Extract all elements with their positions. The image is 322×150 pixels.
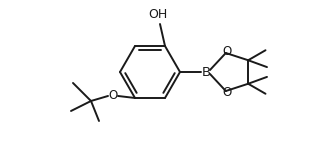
- Text: O: O: [222, 45, 232, 58]
- Text: B: B: [202, 66, 211, 78]
- Text: OH: OH: [148, 8, 168, 21]
- Text: O: O: [109, 90, 118, 102]
- Text: O: O: [222, 85, 232, 99]
